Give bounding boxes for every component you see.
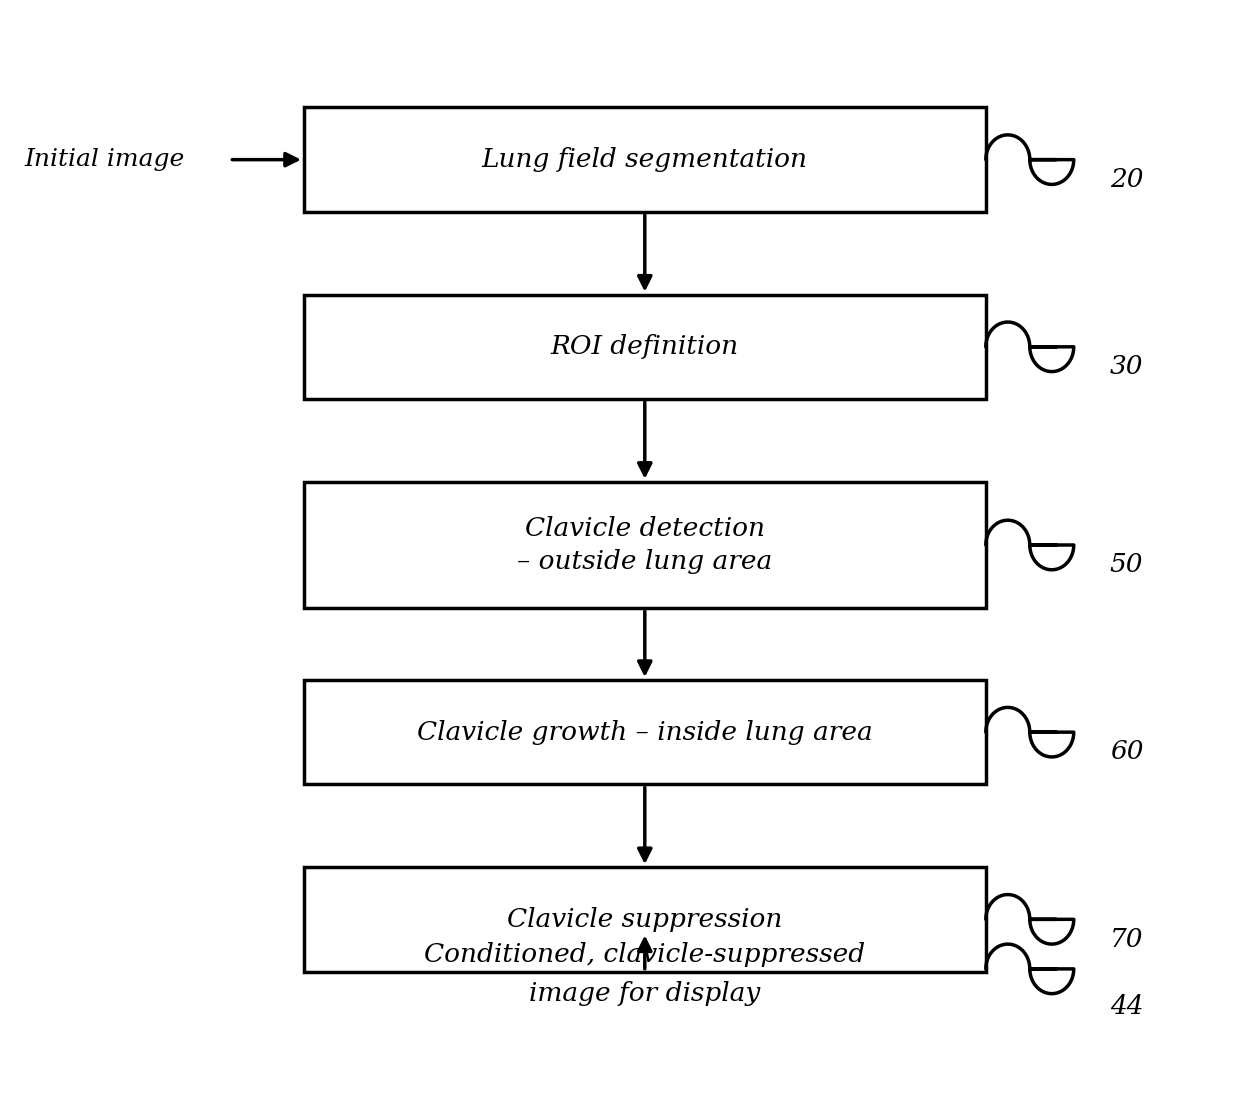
FancyBboxPatch shape (304, 679, 986, 784)
Text: Conditioned, clavicle-suppressed: Conditioned, clavicle-suppressed (424, 942, 866, 967)
Text: ROI definition: ROI definition (551, 335, 739, 359)
Text: 44: 44 (1110, 994, 1143, 1018)
FancyBboxPatch shape (304, 294, 986, 399)
Text: image for display: image for display (529, 981, 760, 1005)
Text: 30: 30 (1110, 355, 1143, 379)
Text: Clavicle growth – inside lung area: Clavicle growth – inside lung area (417, 720, 873, 744)
Text: Initial image: Initial image (25, 149, 185, 171)
Text: 70: 70 (1110, 927, 1143, 951)
Text: Lung field segmentation: Lung field segmentation (482, 148, 807, 172)
FancyBboxPatch shape (304, 108, 986, 211)
FancyBboxPatch shape (304, 868, 986, 971)
Text: Clavicle suppression: Clavicle suppression (507, 907, 782, 931)
Text: 60: 60 (1110, 740, 1143, 764)
Text: 20: 20 (1110, 167, 1143, 192)
FancyBboxPatch shape (304, 482, 986, 608)
Text: 50: 50 (1110, 553, 1143, 577)
Text: Clavicle detection
– outside lung area: Clavicle detection – outside lung area (517, 516, 773, 574)
